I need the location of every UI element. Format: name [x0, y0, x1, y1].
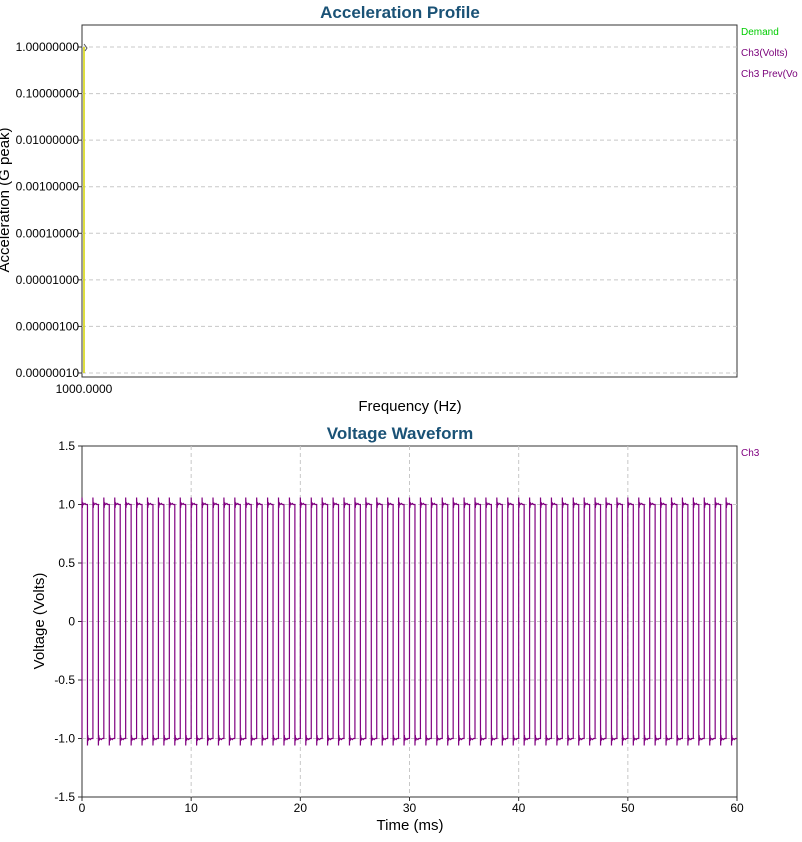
acceleration-y-tick-label: 0.00100000 [16, 180, 80, 194]
acceleration-y-tick-label: 0.01000000 [16, 133, 80, 147]
acceleration-y-tick-label: 0.00000100 [16, 319, 80, 333]
voltage-y-tick-label: 1.0 [58, 498, 75, 512]
voltage-y-tick-label: -0.5 [54, 673, 75, 687]
voltage-y-tick-label: -1.0 [54, 732, 75, 746]
voltage-y-ticks: 1.5 1.0 0.5 0 -0.5 -1.0 -1.5 [54, 439, 82, 804]
voltage-x-axis-label: Time (ms) [377, 817, 444, 834]
voltage-y-tick-label: 1.5 [58, 439, 75, 453]
acceleration-legend: Demand Ch3(Volts) Ch3 Prev(Vo [741, 27, 798, 80]
acceleration-y-tick-label: 0.10000000 [16, 87, 80, 101]
voltage-x-tick-label: 40 [512, 801, 526, 815]
acceleration-x-axis-label: Frequency (Hz) [358, 398, 461, 415]
acceleration-x-tick-label: 1000.0000 [56, 382, 113, 396]
voltage-waveform-chart: Voltage Waveform 0 10 20 30 40 50 60 1.5 1.0 0.5… [31, 424, 760, 834]
acceleration-series [83, 43, 88, 373]
voltage-x-tick-label: 20 [294, 801, 308, 815]
acceleration-title: Acceleration Profile [320, 3, 480, 22]
acceleration-y-tick-label: 1.00000000 [16, 40, 80, 54]
voltage-series-line-ch3 [81, 497, 737, 746]
acceleration-y-tick-label: 0.00010000 [16, 226, 80, 240]
acceleration-legend-entry: Ch3(Volts) [741, 48, 788, 59]
voltage-y-tick-label: 0.5 [58, 556, 75, 570]
acceleration-legend-entry: Ch3 Prev(Vo [741, 69, 798, 80]
acceleration-legend-entry: Demand [741, 27, 779, 38]
voltage-x-ticks: 0 10 20 30 40 50 60 [79, 797, 744, 815]
voltage-x-tick-label: 60 [730, 801, 744, 815]
voltage-legend-entry: Ch3 [741, 448, 760, 459]
voltage-x-tick-label: 30 [403, 801, 417, 815]
voltage-title: Voltage Waveform [327, 424, 473, 443]
voltage-y-axis-label: Voltage (Volts) [31, 573, 48, 670]
voltage-legend: Ch3 [741, 448, 760, 459]
voltage-y-tick-label: -1.5 [54, 790, 75, 804]
acceleration-series-marker [83, 43, 88, 52]
acceleration-y-tick-label: 0.00001000 [16, 273, 80, 287]
voltage-x-tick-label: 10 [184, 801, 198, 815]
voltage-x-tick-label: 50 [621, 801, 635, 815]
acceleration-y-axis-label: Acceleration (G peak) [0, 127, 13, 272]
acceleration-gridlines [82, 46, 737, 374]
voltage-x-tick-label: 0 [79, 801, 86, 815]
acceleration-y-ticks: 1.00000000 0.10000000 0.01000000 0.00100000… [16, 40, 82, 380]
acceleration-profile-chart: Acceleration Profile 1.00000000 0.1000000… [0, 3, 798, 415]
acceleration-y-tick-label: 0.00000010 [16, 366, 80, 380]
voltage-y-tick-label: 0 [68, 615, 75, 629]
acceleration-plot-frame [81, 24, 738, 378]
